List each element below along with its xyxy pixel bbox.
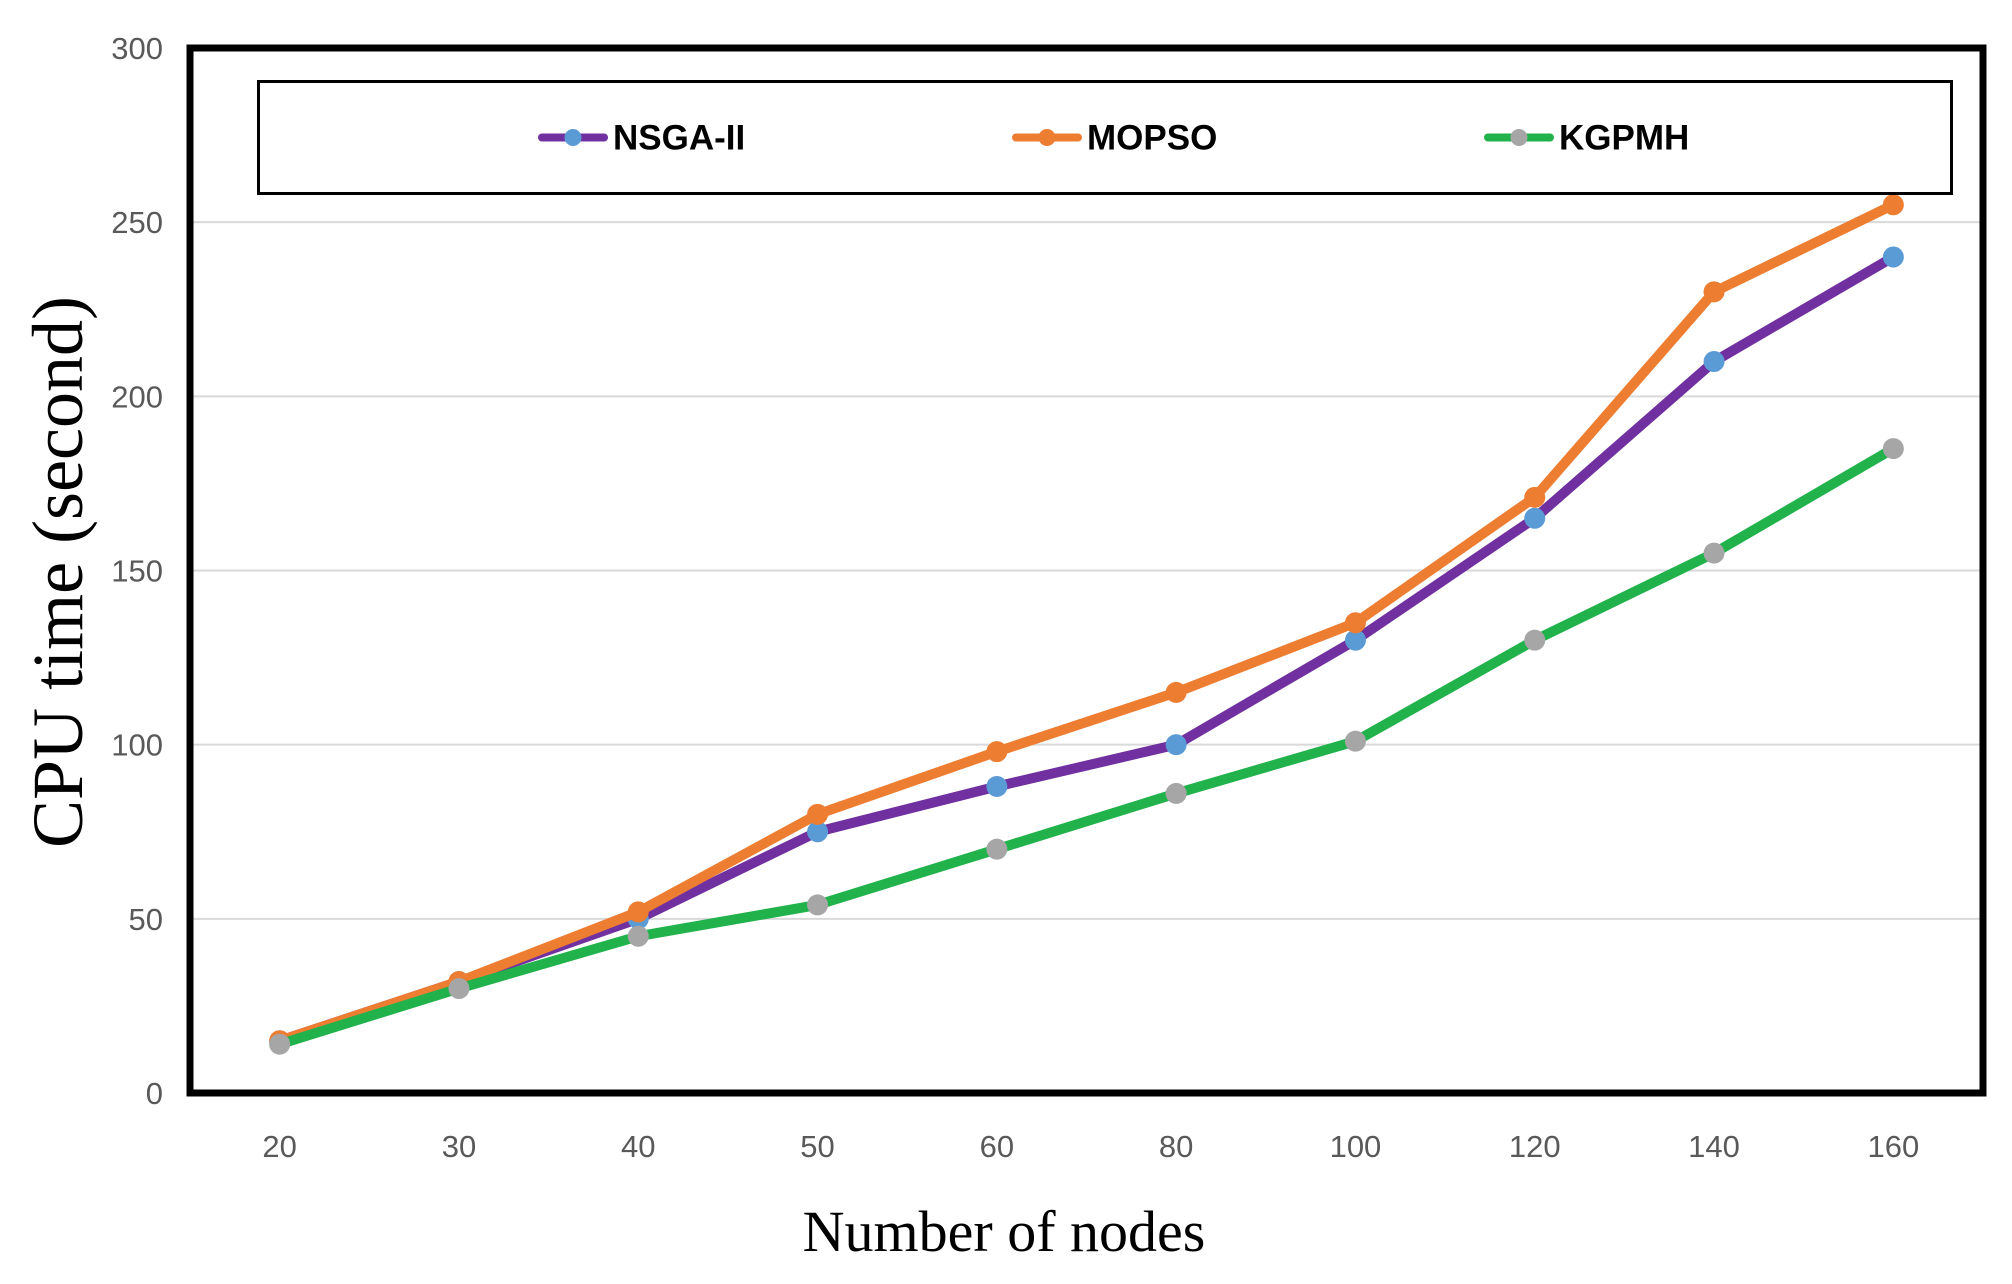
marker-mopso-50 xyxy=(807,803,829,825)
legend-marker-dot-kgpmh xyxy=(1510,129,1528,146)
marker-mopso-40 xyxy=(627,901,649,923)
legend-entry-mopso: MOPSO xyxy=(1012,120,1217,155)
marker-mopso-60 xyxy=(986,741,1008,763)
plot-frame xyxy=(186,44,1987,1097)
series-line-kgpmh xyxy=(274,443,1899,1050)
marker-nsga-ii-120 xyxy=(1524,507,1546,529)
x-tick-label-160: 160 xyxy=(1867,1129,1919,1164)
marker-nsga-ii-80 xyxy=(1165,734,1187,756)
y-tick-label-300: 300 xyxy=(111,31,163,66)
marker-kgpmh-80 xyxy=(1165,782,1187,804)
legend-marker-dot-nsga-ii xyxy=(564,129,582,146)
legend-label-mopso: MOPSO xyxy=(1087,118,1218,157)
marker-nsga-ii-160 xyxy=(1882,246,1904,268)
series-line-nsga-ii xyxy=(274,252,1899,1046)
marker-kgpmh-100 xyxy=(1344,730,1366,752)
legend-entry-kgpmh: KGPMH xyxy=(1484,120,1689,155)
marker-mopso-100 xyxy=(1344,612,1366,634)
y-tick-label-200: 200 xyxy=(111,379,163,414)
x-tick-label-30: 30 xyxy=(442,1129,476,1164)
x-tick-label-140: 140 xyxy=(1688,1129,1740,1164)
marker-kgpmh-60 xyxy=(986,838,1008,860)
marker-mopso-80 xyxy=(1165,681,1187,703)
x-tick-label-80: 80 xyxy=(1159,1129,1193,1164)
y-tick-label-50: 50 xyxy=(129,902,163,937)
legend: NSGA-II MOPSO KGPMH xyxy=(257,80,1953,195)
legend-line-swatch-mopso xyxy=(1012,129,1082,146)
x-tick-label-20: 20 xyxy=(262,1129,296,1164)
series-line-mopso xyxy=(274,199,1899,1046)
x-tick-label-120: 120 xyxy=(1509,1129,1561,1164)
legend-marker-dot-mopso xyxy=(1038,129,1056,146)
marker-kgpmh-140 xyxy=(1703,542,1725,564)
marker-nsga-ii-100 xyxy=(1344,629,1366,651)
legend-label-nsga-ii: NSGA-II xyxy=(613,118,746,157)
legend-entry-nsga-ii: NSGA-II xyxy=(538,120,745,155)
marker-kgpmh-120 xyxy=(1524,629,1546,651)
y-tick-label-0: 0 xyxy=(146,1076,163,1111)
legend-line-swatch-nsga-ii xyxy=(538,129,608,146)
legend-label-kgpmh: KGPMH xyxy=(1559,118,1690,157)
marker-kgpmh-160 xyxy=(1882,438,1904,460)
marker-nsga-ii-50 xyxy=(807,821,829,843)
y-tick-label-150: 150 xyxy=(111,554,163,589)
series-kgpmh xyxy=(269,438,1904,1055)
marker-mopso-140 xyxy=(1703,281,1725,303)
y-tick-label-100: 100 xyxy=(111,728,163,763)
x-tick-label-100: 100 xyxy=(1330,1129,1382,1164)
y-tick-label-250: 250 xyxy=(111,205,163,240)
marker-mopso-120 xyxy=(1524,486,1546,508)
x-axis-title: Number of nodes xyxy=(802,1199,1206,1264)
x-tick-label-50: 50 xyxy=(800,1129,834,1164)
marker-mopso-160 xyxy=(1882,194,1904,216)
marker-kgpmh-30 xyxy=(448,978,470,999)
marker-kgpmh-40 xyxy=(627,925,649,947)
series-nsga-ii xyxy=(269,246,1904,1052)
marker-kgpmh-50 xyxy=(807,894,829,916)
marker-nsga-ii-140 xyxy=(1703,351,1725,372)
marker-nsga-ii-60 xyxy=(986,775,1008,797)
x-tick-label-60: 60 xyxy=(980,1129,1014,1164)
legend-line-swatch-kgpmh xyxy=(1484,129,1554,146)
marker-kgpmh-20 xyxy=(269,1033,291,1055)
series-mopso xyxy=(269,194,1904,1052)
y-axis-title: CPU time (second) xyxy=(18,296,98,848)
x-tick-label-40: 40 xyxy=(621,1129,655,1164)
